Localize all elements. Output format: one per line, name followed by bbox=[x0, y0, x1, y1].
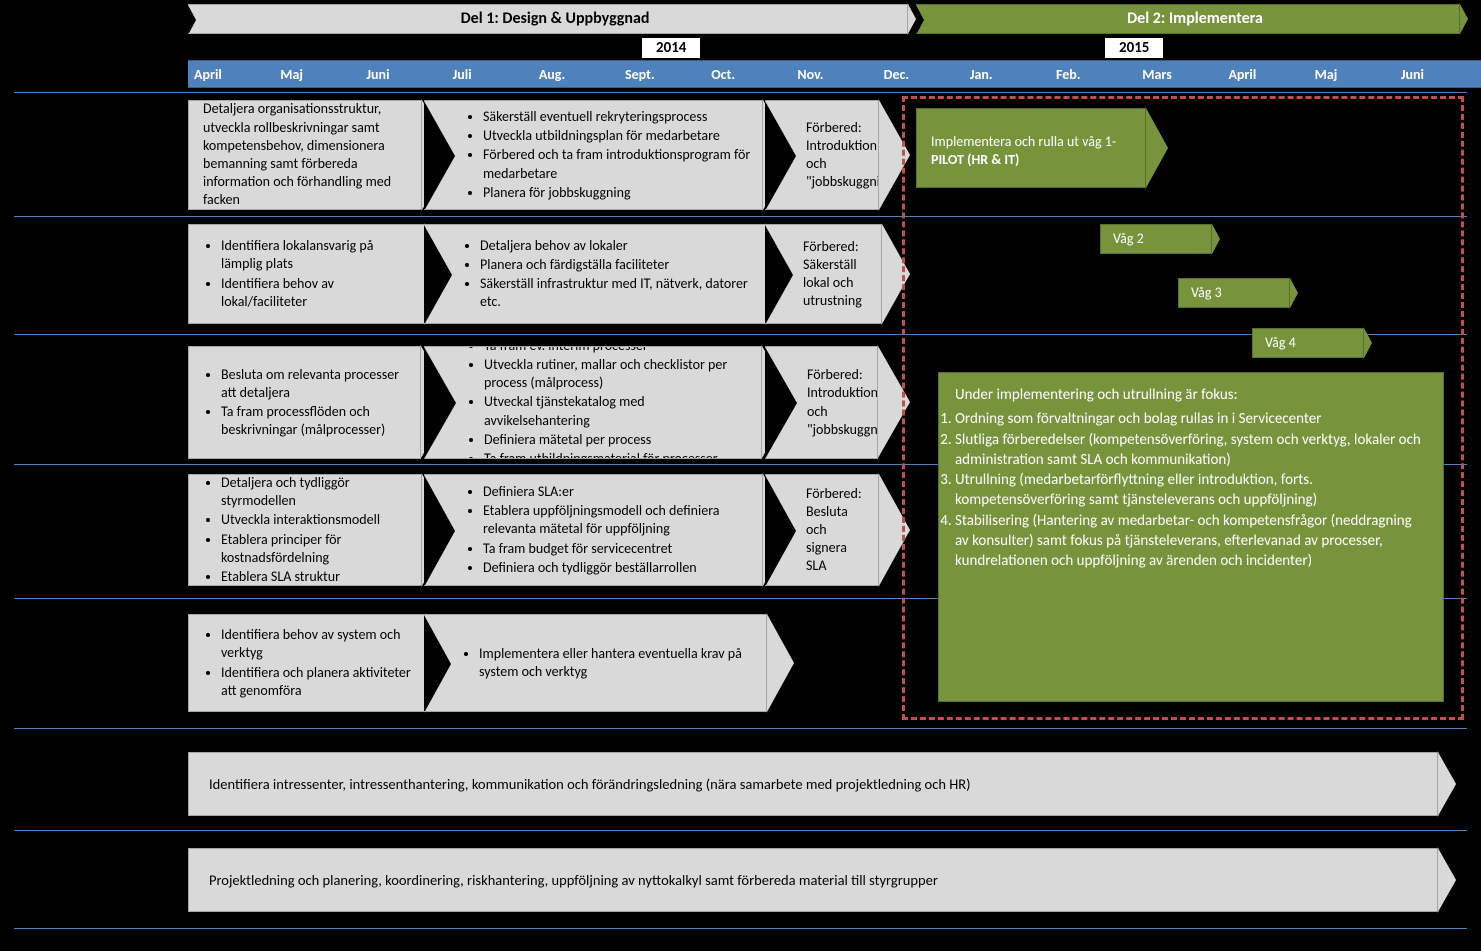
bullet: Ta fram utbildningsmaterial för processe… bbox=[484, 450, 752, 459]
row3-stage-b: Definiera SLA:erEtablera uppföljningsmod… bbox=[424, 474, 794, 586]
month-april: April bbox=[188, 61, 274, 87]
bullet: Utveckla rutiner, mallar och checklistor… bbox=[484, 356, 752, 392]
phase1-arrow: Del 1: Design & Uppbyggnad bbox=[188, 4, 916, 34]
month-aug: Aug. bbox=[533, 61, 619, 87]
month-maj: Maj bbox=[274, 61, 360, 87]
phase2-arrow: Del 2: Implementera bbox=[916, 4, 1468, 34]
bullet: Identifiera och planera aktiviteter att … bbox=[221, 664, 416, 700]
focus-item: Stabilisering (Hantering av medarbetar- … bbox=[955, 511, 1427, 572]
bullet: Etablera principer för kostnadsfördelnin… bbox=[221, 531, 412, 567]
row2-stage-a: Besluta om relevanta processer att detal… bbox=[188, 346, 453, 459]
bullet: Säkerställ eventuell rekryteringsprocess bbox=[483, 108, 753, 126]
months-band: AprilMajJuniJuliAug.Sept.Oct.Nov.Dec.Jan… bbox=[188, 60, 1481, 88]
bullet: Detaljera behov av lokaler bbox=[480, 237, 756, 255]
month-sept: Sept. bbox=[619, 61, 705, 87]
bullet: Definiera SLA:er bbox=[483, 483, 753, 501]
row0-stage-a: Detaljera organisationsstruktur, utveckl… bbox=[188, 100, 453, 210]
bullet: Planera och färdigställa faciliteter bbox=[480, 256, 756, 274]
row0-stage-b: Säkerställ eventuell rekryteringsprocess… bbox=[424, 100, 794, 210]
row2-stage-c: Förbered: Introduktion och "jobbskuggnin… bbox=[765, 346, 910, 459]
month-mars: Mars bbox=[1136, 61, 1222, 87]
bullet: Detaljera och tydliggör styrmodellen bbox=[221, 474, 412, 510]
row3-stage-c: Förbered: Besluta och signera SLA bbox=[765, 474, 910, 586]
bullet: Besluta om relevanta processer att detal… bbox=[221, 366, 411, 402]
phase1-label: Del 1: Design & Uppbyggnad bbox=[461, 9, 650, 28]
bullet: Etablera SLA struktur bbox=[221, 568, 412, 586]
month-oct: Oct. bbox=[705, 61, 791, 87]
focus-title: Under implementering och utrullning är f… bbox=[955, 385, 1427, 405]
row2-stage-b: Ta fram ev. interim processerUtveckla ru… bbox=[424, 346, 794, 459]
month-juni: Juni bbox=[1395, 61, 1481, 87]
row0-stage-c: Förbered: Introduktion och "jobbskuggnin… bbox=[765, 100, 910, 210]
implementation-focus-box: Under implementering och utrullning är f… bbox=[938, 372, 1444, 702]
bullet: Utveckal tjänstekatalog med avvikelsehan… bbox=[484, 393, 752, 429]
row4-stage-a: Identifiera behov av system och verktygI… bbox=[188, 614, 453, 712]
month-april: April bbox=[1222, 61, 1308, 87]
bullet: Definiera och tydliggör beställarrollen bbox=[483, 559, 753, 577]
row1-stage-b: Detaljera behov av lokalerPlanera och fä… bbox=[424, 224, 794, 324]
bullet: Identifiera behov av lokal/faciliteter bbox=[221, 275, 415, 311]
bullet: Ta fram ev. interim processer bbox=[484, 346, 752, 355]
pilot-arrow: Implementera och rulla ut våg 1-PILOT (H… bbox=[916, 108, 1168, 188]
bullet: Planera för jobbskuggning bbox=[483, 184, 753, 202]
vag2-arrow: Våg 2 bbox=[1100, 224, 1220, 254]
wide-bar-1: Projektledning och planering, koordineri… bbox=[188, 848, 1456, 912]
year-2014: 2014 bbox=[640, 36, 702, 60]
year-2015: 2015 bbox=[1103, 36, 1165, 60]
bullet: Säkerställ infrastruktur med IT, nätverk… bbox=[480, 275, 756, 311]
month-dec: Dec. bbox=[878, 61, 964, 87]
row1-stage-a: Identifiera lokalansvarig på lämplig pla… bbox=[188, 224, 453, 324]
row-separator-7 bbox=[14, 928, 1467, 929]
month-maj: Maj bbox=[1309, 61, 1395, 87]
row-separator-0 bbox=[14, 92, 1467, 93]
pilot-text: Implementera och rulla ut våg 1-PILOT (H… bbox=[931, 133, 1138, 169]
month-feb: Feb. bbox=[1050, 61, 1136, 87]
bullet: Implementera eller hantera eventuella kr… bbox=[479, 645, 757, 681]
month-juli: Juli bbox=[447, 61, 533, 87]
phase2-label: Del 2: Implementera bbox=[1127, 9, 1263, 28]
row1-stage-c: Förbered: Säkerställ lokal och utrustnin… bbox=[765, 224, 910, 324]
month-juni: Juni bbox=[360, 61, 446, 87]
timeline-root: Del 1: Design & Uppbyggnad Del 2: Impleme… bbox=[0, 0, 1481, 951]
bullet: Utveckla utbildningsplan för medarbetare bbox=[483, 127, 753, 145]
bullet: Definiera mätetal per process bbox=[484, 431, 752, 449]
focus-item: Slutliga förberedelser (kompetensöverför… bbox=[955, 430, 1427, 471]
focus-item: Utrullning (medarbetarförflyttning eller… bbox=[955, 470, 1427, 511]
bullet: Identifiera behov av system och verktyg bbox=[221, 626, 416, 662]
focus-item: Ordning som förvaltningar och bolag rull… bbox=[955, 409, 1427, 429]
bullet: Identifiera lokalansvarig på lämplig pla… bbox=[221, 237, 415, 273]
month-jan: Jan. bbox=[964, 61, 1050, 87]
row-separator-6 bbox=[14, 830, 1467, 831]
vag4-arrow: Våg 4 bbox=[1252, 328, 1372, 358]
row4-stage-b: Implementera eller hantera eventuella kr… bbox=[424, 614, 794, 712]
bullet: Utveckla interaktionsmodell bbox=[221, 511, 412, 529]
bullet: Etablera uppföljningsmodell och definier… bbox=[483, 502, 753, 538]
wide-bar-0: Identifiera intressenter, intressenthant… bbox=[188, 752, 1456, 816]
row-separator-5 bbox=[14, 728, 1467, 729]
bullet: Ta fram processflöden och beskrivningar … bbox=[221, 403, 411, 439]
bullet: Förbered och ta fram introduktionsprogra… bbox=[483, 146, 753, 182]
vag3-arrow: Våg 3 bbox=[1178, 278, 1298, 308]
month-nov: Nov. bbox=[791, 61, 877, 87]
bullet: Ta fram budget för servicecentret bbox=[483, 540, 753, 558]
row3-stage-a: Detaljera och tydliggör styrmodellenUtve… bbox=[188, 474, 453, 586]
